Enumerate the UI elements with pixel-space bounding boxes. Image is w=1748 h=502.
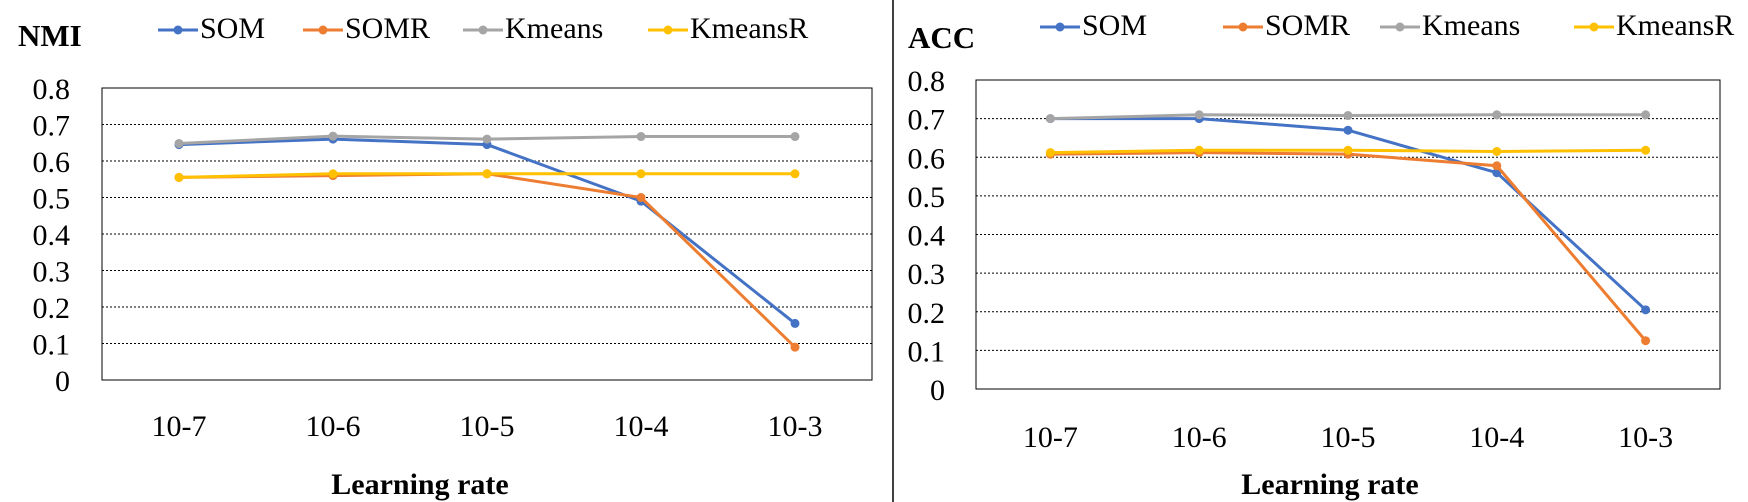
data-point [790, 132, 800, 142]
data-point [482, 169, 492, 179]
legend-label: SOMR [1265, 9, 1350, 42]
y-tick-label: 0.8 [908, 65, 946, 98]
y-tick-label: 0.3 [908, 258, 946, 291]
y-tick-label: 0.2 [908, 297, 946, 330]
legend-swatch-marker [1238, 22, 1248, 32]
x-tick-label: 10-7 [1023, 421, 1078, 454]
x-axis-title: Learning rate [1241, 468, 1418, 501]
data-point [1641, 145, 1651, 155]
data-point [1641, 305, 1651, 315]
legend-label: Kmeans [505, 12, 603, 45]
y-tick-label: 0.6 [908, 142, 946, 175]
legend-label: Kmeans [1422, 9, 1520, 42]
data-point [174, 172, 184, 182]
data-point [328, 169, 338, 179]
y-tick-label: 0.4 [908, 220, 946, 253]
y-tick-label: 0.7 [33, 110, 71, 143]
legend-entry-kmeansr: KmeansR [1574, 9, 1734, 42]
legend-swatch-marker [173, 25, 183, 35]
legend-entry-kmeansr: KmeansR [648, 12, 808, 45]
legend-swatch-marker [478, 25, 488, 35]
legend-entry-kmeans: Kmeans [463, 12, 603, 45]
series-kmeans [174, 131, 800, 148]
x-tick-label: 10-7 [152, 410, 207, 443]
data-point [1045, 114, 1055, 124]
legend-entry-somr: SOMR [303, 12, 430, 45]
data-point [1194, 110, 1204, 120]
data-point [636, 132, 646, 142]
series-somr [174, 169, 800, 352]
x-tick-label: 10-6 [1172, 421, 1227, 454]
series-som [1045, 114, 1651, 315]
x-tick-label: 10-3 [1618, 421, 1673, 454]
series-kmeansr [1045, 145, 1651, 158]
legend-entry-som: SOM [158, 12, 265, 45]
legend-label: SOMR [345, 12, 430, 45]
data-point [1343, 145, 1353, 155]
x-tick-label: 10-4 [614, 410, 669, 443]
x-axis-title: Learning rate [331, 468, 508, 501]
y-tick-label: 0.8 [33, 73, 71, 106]
legend-label: SOM [1082, 9, 1147, 42]
series-somr [1045, 148, 1651, 346]
data-point [1194, 145, 1204, 155]
legend-swatch-marker [1395, 22, 1405, 32]
legend-entry-kmeans: Kmeans [1380, 9, 1520, 42]
legend-swatch-marker [318, 25, 328, 35]
series-line [178, 137, 796, 325]
x-tick-label: 10-6 [306, 410, 361, 443]
acc-chart: ACC SOM SOMR Kmeans KmeansR 0 0.1 0.2 0.3 0.4 0.5 0… [908, 9, 1735, 501]
legend-label: KmeansR [690, 12, 808, 45]
legend-swatch-marker [1589, 22, 1599, 32]
series-som [174, 134, 800, 328]
data-point [1343, 111, 1353, 121]
y-tick-label: 0 [930, 374, 945, 407]
series-kmeansr [174, 169, 800, 182]
y-tick-label: 0.6 [33, 146, 71, 179]
series-line [1050, 151, 1647, 342]
x-tick-label: 10-5 [1321, 421, 1376, 454]
y-tick-label: 0.5 [33, 183, 71, 216]
data-point [1492, 146, 1502, 156]
legend-label: SOM [200, 12, 265, 45]
nmi-chart: NMI SOM SOMR Kmeans KmeansR 00.1 0.20.3 0.40.5 0… [18, 12, 873, 501]
data-point [1045, 148, 1055, 158]
data-point [1641, 110, 1651, 120]
legend-swatch-marker [1055, 22, 1065, 32]
data-point [1343, 125, 1353, 135]
series-line [178, 172, 797, 349]
legend-label: KmeansR [1616, 9, 1734, 42]
y-tick-label: 0.2 [33, 292, 71, 325]
x-tick-label: 10-5 [460, 410, 515, 443]
data-point [174, 138, 184, 148]
data-point [790, 169, 800, 179]
y-tick-label: 0.3 [33, 256, 71, 289]
y-tick-label: 0.1 [908, 335, 946, 368]
legend-entry-somr: SOMR [1223, 9, 1350, 42]
data-point [1492, 161, 1502, 171]
y-tick-label: 0.1 [33, 329, 71, 362]
x-tick-label: 10-4 [1469, 421, 1524, 454]
x-tick-label: 10-3 [768, 410, 823, 443]
data-point [790, 342, 800, 352]
chart-title: NMI [18, 18, 82, 53]
y-tick-label: 0.4 [33, 219, 71, 252]
data-point [482, 134, 492, 144]
chart-title: ACC [908, 20, 975, 55]
data-point [636, 193, 646, 202]
data-point [1492, 110, 1502, 120]
y-tick-label: 0.7 [908, 104, 946, 137]
data-point [790, 318, 800, 328]
data-point [1641, 336, 1651, 346]
legend-swatch-marker [663, 25, 673, 35]
legend-entry-som: SOM [1040, 9, 1147, 42]
y-tick-label: 0.5 [908, 181, 946, 214]
series-kmeans [1045, 110, 1651, 124]
data-point [328, 131, 338, 141]
data-point [636, 169, 646, 179]
y-tick-label: 0 [55, 365, 70, 398]
